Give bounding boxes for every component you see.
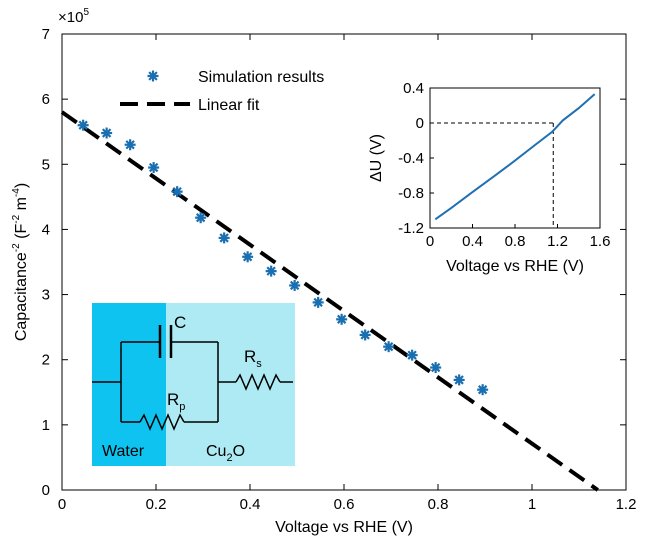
simulation-point — [477, 384, 489, 396]
simulation-point — [289, 279, 301, 291]
y-tick-label: 7 — [42, 26, 50, 43]
simulation-point — [171, 186, 183, 198]
y-tick-label: 0 — [42, 482, 50, 499]
x-tick-label: 0.8 — [428, 496, 449, 513]
simulation-point — [336, 313, 348, 325]
resistor-rp — [139, 413, 185, 431]
x-tick-label: 0.4 — [240, 496, 261, 513]
water-region — [92, 303, 166, 466]
circuit-diagram: C Rs Rp Water Cu2O — [92, 303, 295, 466]
y-axis-label-main: Capacitance — [13, 252, 30, 341]
inset-delta-u-line — [434, 93, 596, 221]
rp-label: Rp — [167, 390, 185, 413]
legend: Simulation results Linear fit — [120, 69, 324, 114]
linear-fit-series — [60, 110, 599, 492]
y-tick-label: 1 — [42, 417, 50, 434]
inset-y-axis-label: ΔU (V) — [368, 134, 385, 182]
simulation-point — [406, 349, 418, 361]
y-axis-label: Capacitance-2 (F-2 m-4) — [11, 183, 30, 341]
rs-label: Rs — [244, 347, 262, 370]
cu2o-label-pre: Cu — [206, 443, 226, 460]
inset-y-tick-label: 0.4 — [403, 80, 424, 97]
y-axis-label-exp: -2 — [11, 243, 22, 252]
y-multiplier-base: ×10 — [58, 9, 83, 26]
simulation-point — [148, 162, 160, 174]
legend-star-glyph — [147, 70, 159, 82]
y-axis-label-units-mid: m — [13, 197, 30, 215]
inset-x-tick-label: 1.2 — [547, 233, 568, 250]
x-axis-label: Voltage vs RHE (V) — [275, 519, 413, 536]
x-tick-label: 0.6 — [334, 496, 355, 513]
y-axis-label-units-pre: (F — [13, 224, 30, 244]
x-tick-label: 0.2 — [146, 496, 167, 513]
inset-chart: 0 0.4 0.8 1.2 1.6 -1.2 -0.8 -0.4 0 0.4 Voltage vs… — [368, 80, 610, 275]
simulation-point — [453, 374, 465, 386]
simulation-point — [359, 329, 371, 341]
y-tick-label: 6 — [42, 91, 50, 108]
inset-x-tick-label: 0 — [426, 233, 434, 250]
y-multiplier: ×105 — [58, 7, 89, 26]
cu2o-region — [166, 303, 295, 466]
y-axis-label-units-exp2: -4 — [11, 188, 22, 197]
circuit-wires — [92, 325, 293, 431]
inset-crossing-guides — [430, 122, 554, 228]
y-multiplier-exp: 5 — [83, 7, 89, 18]
simulation-point — [242, 251, 254, 263]
inset-y-tick-label: -1.2 — [398, 220, 424, 237]
legend-label-fit: Linear fit — [198, 97, 260, 114]
resistor-rs — [235, 373, 281, 391]
inset-x-tick-label: 0.4 — [462, 233, 483, 250]
simulation-point — [77, 119, 89, 131]
inset-y-tick-label: -0.8 — [398, 185, 424, 202]
main-axis-ticks: 0 0.2 0.4 0.6 0.8 1 1.2 0 1 2 3 4 5 6 7 — [42, 26, 637, 513]
rp-label-main: R — [167, 390, 179, 409]
inset-x-axis-label: Voltage vs RHE (V) — [446, 258, 584, 275]
simulation-series — [77, 119, 489, 396]
legend-label-simulation: Simulation results — [198, 69, 324, 86]
rp-label-sub: p — [179, 401, 185, 413]
simulation-point — [218, 232, 230, 244]
cu2o-label-sub: 2 — [226, 452, 232, 464]
rs-label-sub: s — [256, 358, 262, 370]
cu2o-label-post: O — [233, 443, 245, 460]
inset-series — [434, 93, 596, 221]
simulation-point — [312, 296, 324, 308]
simulation-point — [265, 265, 277, 277]
x-tick-label: 0 — [58, 496, 66, 513]
legend-marker-simulation — [147, 70, 159, 82]
simulation-point — [383, 341, 395, 353]
x-tick-label: 1.2 — [616, 496, 637, 513]
simulation-point — [124, 139, 136, 151]
rs-label-main: R — [244, 347, 256, 366]
cu2o-label: Cu2O — [206, 443, 245, 464]
y-tick-label: 2 — [42, 352, 50, 369]
simulation-point — [101, 127, 113, 139]
water-label: Water — [102, 443, 145, 460]
inset-x-tick-label: 1.6 — [590, 233, 611, 250]
y-tick-label: 5 — [42, 156, 50, 173]
x-tick-label: 1 — [528, 496, 536, 513]
y-axis-label-units-post: ) — [13, 183, 30, 188]
capacitor-label: C — [174, 313, 186, 332]
inset-y-tick-label: 0 — [416, 115, 424, 132]
inset-axis-ticks: 0 0.4 0.8 1.2 1.6 -1.2 -0.8 -0.4 0 0.4 — [398, 80, 610, 250]
y-tick-label: 3 — [42, 287, 50, 304]
y-axis-label-units-exp1: -2 — [11, 214, 22, 223]
inset-x-tick-label: 0.8 — [505, 233, 526, 250]
inset-y-tick-label: -0.4 — [398, 150, 424, 167]
simulation-point — [430, 362, 442, 374]
inset-plot-background — [430, 88, 600, 228]
y-tick-label: 4 — [42, 221, 50, 238]
simulation-point — [195, 212, 207, 224]
linear-fit-line — [60, 110, 599, 492]
